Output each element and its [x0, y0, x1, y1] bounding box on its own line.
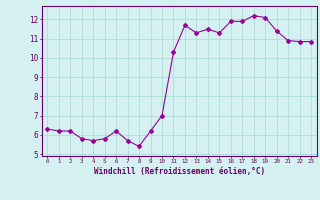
X-axis label: Windchill (Refroidissement éolien,°C): Windchill (Refroidissement éolien,°C): [94, 167, 265, 176]
